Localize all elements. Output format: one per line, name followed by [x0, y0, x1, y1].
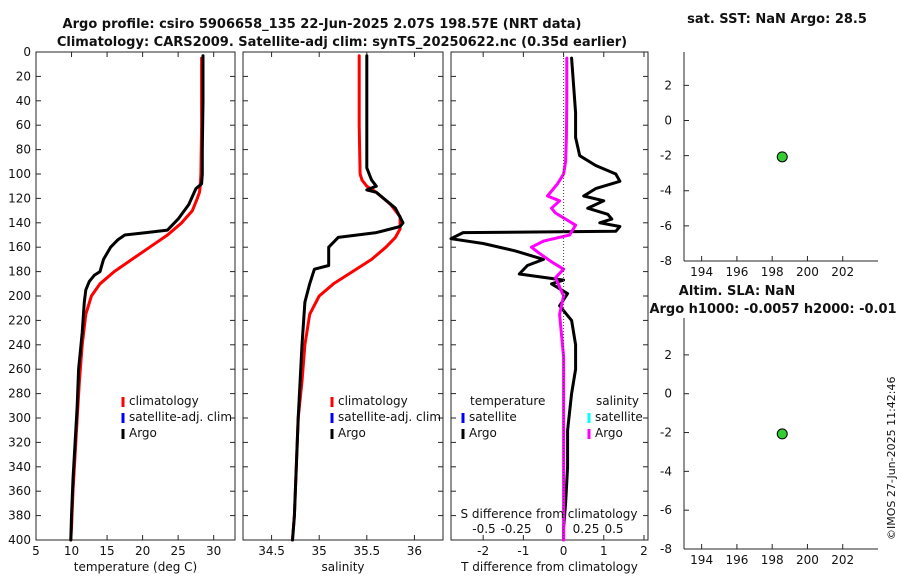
temp-ytick-label: 340 [8, 460, 31, 474]
sla-title-2: Argo h1000: -0.0057 h2000: -0.01 [649, 302, 896, 317]
temp-ytick-label: 140 [8, 216, 31, 230]
temp-series-climatology [69, 56, 204, 542]
diff-top-label: S difference from climatology [461, 507, 638, 521]
temp-ytick-label: 160 [8, 240, 31, 254]
temp-xtick-label: 30 [206, 544, 221, 558]
diff-top-tick-label: 0 [545, 522, 553, 536]
diff-xtick-label: 1 [600, 544, 608, 558]
sst-ytick-label: -6 [660, 219, 672, 233]
sla-ytick-label: -6 [660, 503, 672, 517]
temp-ytick-label: 100 [8, 167, 31, 181]
sst-xtick-label: 198 [761, 265, 784, 279]
sla-point [776, 428, 788, 440]
sla-title-1: Altim. SLA: NaN [679, 284, 795, 299]
diff-series-s-difference [529, 56, 578, 542]
diff-top-tick-label: -0.25 [500, 522, 531, 536]
timestamp-label: ©IMOS 27-Jun-2025 11:42:46 [885, 376, 898, 540]
diff-t-legend-label: satellite [469, 410, 517, 424]
diff-xlabel: T difference from climatology [460, 560, 638, 574]
temp-ytick-label: 200 [8, 289, 31, 303]
temp-ytick-label: 300 [8, 411, 31, 425]
diff-series-t-difference [449, 56, 622, 542]
title-line-1: Argo profile: csiro 5906658_135 22-Jun-2… [63, 17, 582, 32]
diff-legend-title-salinity: salinity [596, 394, 639, 408]
temp-xtick-label: 25 [171, 544, 186, 558]
temp-ytick-label: 120 [8, 191, 31, 205]
sla-xtick-label: 198 [761, 553, 784, 567]
diff-top-tick-label: 0.5 [604, 522, 623, 536]
sst-xtick-label: 202 [831, 265, 854, 279]
sst-ytick-label: -4 [660, 184, 672, 198]
temp-ytick-label: 240 [8, 338, 31, 352]
diff-frame [450, 51, 649, 541]
sst-xtick-label: 200 [796, 265, 819, 279]
sal-legend-label: satellite-adj. clim [338, 410, 441, 424]
diff-legend-title-temperature: temperature [470, 394, 545, 408]
temp-xtick-label: 20 [135, 544, 150, 558]
sal-xlabel: salinity [321, 560, 364, 574]
temp-legend-label: climatology [129, 394, 199, 408]
temp-xtick-label: 10 [64, 544, 79, 558]
temp-legend-label: satellite-adj. clim [129, 410, 232, 424]
diff-s-legend-label: satellite [595, 410, 643, 424]
diff-top-tick-label: 0.25 [573, 522, 600, 536]
sla-ytick-label: -2 [660, 426, 672, 440]
temp-ytick-label: 180 [8, 265, 31, 279]
sal-xtick-label: 34.5 [258, 544, 285, 558]
temp-ytick-label: 360 [8, 484, 31, 498]
sst-title: sat. SST: NaN Argo: 28.5 [687, 12, 867, 27]
temp-ytick-label: 20 [16, 69, 31, 83]
temp-legend-label: Argo [129, 426, 157, 440]
sla-ytick-label: 2 [664, 348, 672, 362]
sst-xtick-label: 194 [690, 265, 713, 279]
sla-xtick-label: 200 [796, 553, 819, 567]
sla-ytick-label: 0 [664, 387, 672, 401]
temp-ytick-label: 0 [23, 45, 31, 59]
diff-xtick-label: -1 [517, 544, 529, 558]
temp-ytick-label: 260 [8, 362, 31, 376]
diff-top-tick-label: -0.5 [472, 522, 495, 536]
temp-ytick-label: 220 [8, 313, 31, 327]
sal-xtick-label: 35 [312, 544, 327, 558]
temp-xtick-label: 5 [32, 544, 40, 558]
temp-ytick-label: 60 [16, 118, 31, 132]
sal-xtick-label: 36 [407, 544, 422, 558]
temp-ytick-label: 280 [8, 387, 31, 401]
sst-ytick-label: 2 [664, 78, 672, 92]
diff-s-legend-label: Argo [595, 426, 623, 440]
temp-ytick-label: 320 [8, 435, 31, 449]
sal-series-argo [291, 54, 405, 542]
sla-xtick-label: 202 [831, 553, 854, 567]
temp-xtick-label: 15 [99, 544, 114, 558]
temp-ytick-label: 40 [16, 94, 31, 108]
diff-xtick-label: 2 [640, 544, 648, 558]
temp-xlabel: temperature (deg C) [74, 560, 197, 574]
temp-ytick-label: 80 [16, 143, 31, 157]
sla-xtick-label: 196 [725, 553, 748, 567]
title-line-2: Climatology: CARS2009. Satellite-adj cli… [57, 35, 627, 50]
sal-series-climatology [291, 54, 402, 542]
sal-xtick-label: 35.5 [353, 544, 380, 558]
sal-frame [242, 51, 444, 541]
diff-xtick-label: -2 [477, 544, 489, 558]
sst-ytick-label: -8 [660, 254, 672, 268]
temp-ytick-label: 380 [8, 509, 31, 523]
sst-ytick-label: -2 [660, 149, 672, 163]
sst-point [776, 151, 788, 163]
diff-xtick-label: 0 [560, 544, 568, 558]
temp-series-argo [69, 54, 205, 542]
sal-legend-label: climatology [338, 394, 408, 408]
sst-xtick-label: 196 [725, 265, 748, 279]
temp-ytick-label: 400 [8, 533, 31, 547]
temp-frame [35, 51, 236, 541]
sla-ytick-label: -4 [660, 464, 672, 478]
diff-t-legend-label: Argo [469, 426, 497, 440]
sla-xtick-label: 194 [690, 553, 713, 567]
sal-legend-label: Argo [338, 426, 366, 440]
sst-ytick-label: 0 [664, 113, 672, 127]
sla-ytick-label: -8 [660, 542, 672, 556]
